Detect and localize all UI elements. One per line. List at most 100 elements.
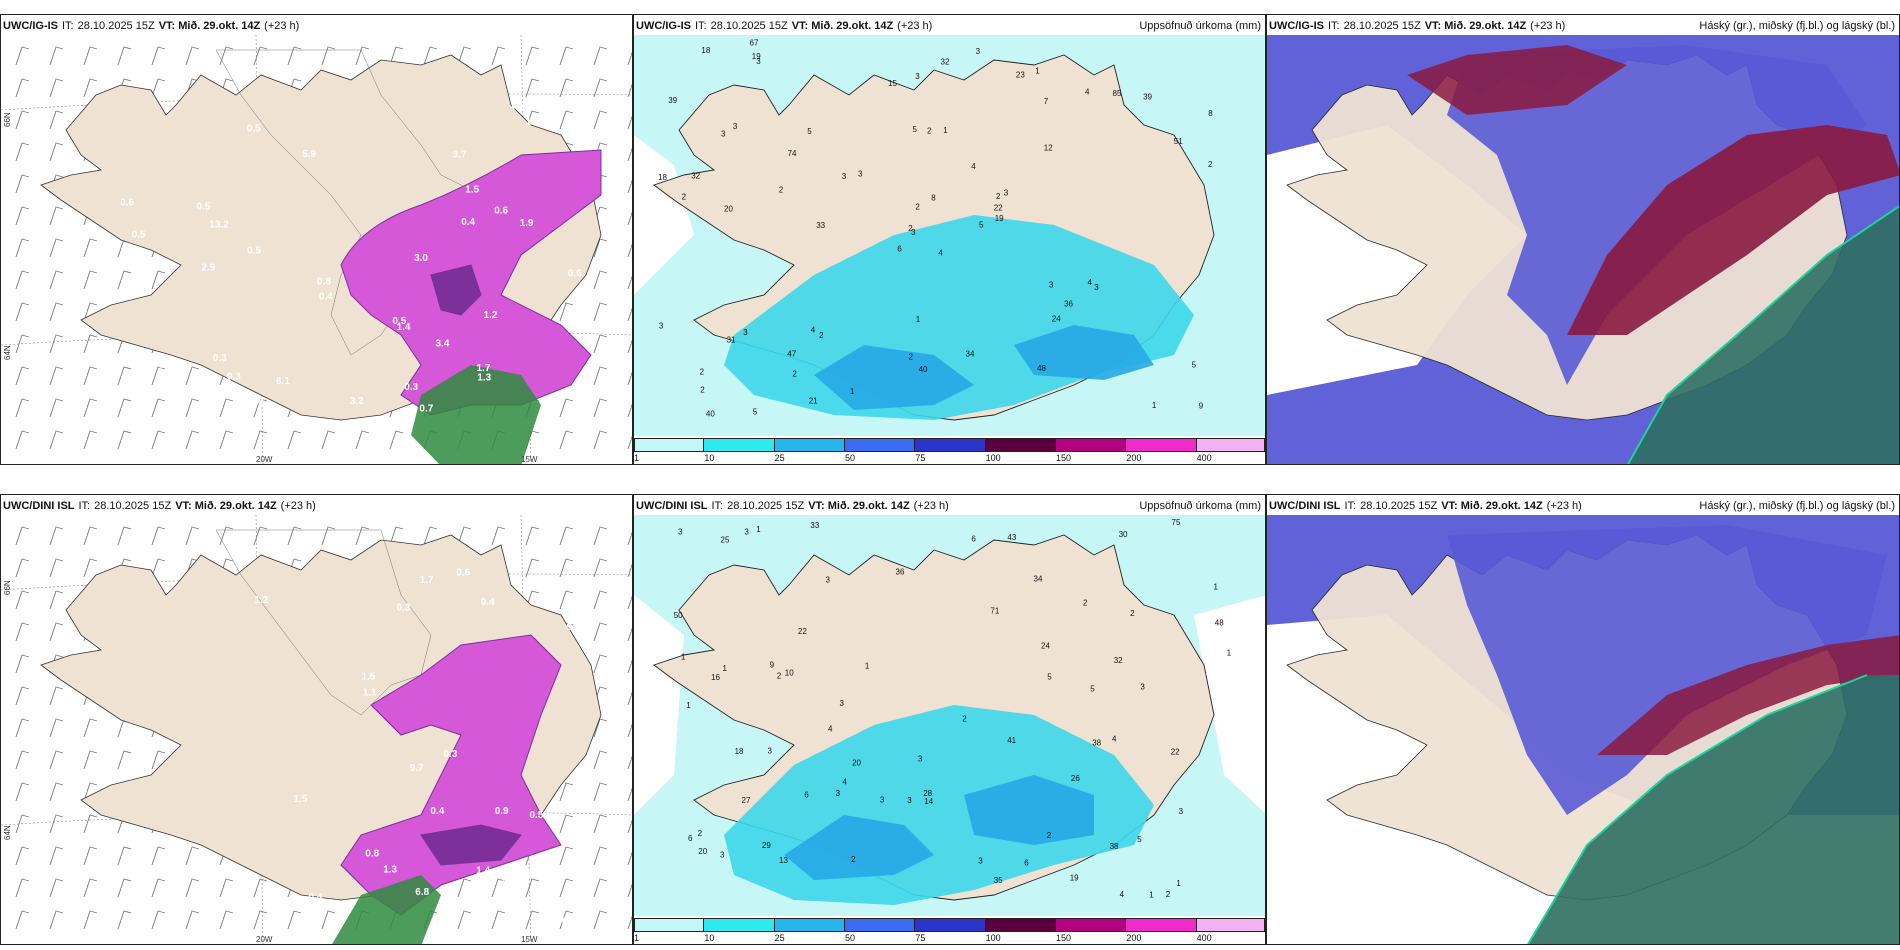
- wind-barb: [253, 910, 268, 930]
- wind-barb: [559, 878, 574, 898]
- wind-barb: [355, 46, 370, 66]
- wind-barb: [389, 526, 404, 546]
- value-label: 22: [1171, 747, 1180, 756]
- wind-barb: [151, 846, 166, 866]
- value-label: 3: [836, 789, 841, 798]
- wind-barb: [559, 558, 574, 578]
- wind-barb: [627, 531, 632, 546]
- value-label: 74: [788, 149, 797, 158]
- wind-barb: [83, 302, 98, 322]
- colorbar-swatch: [845, 918, 916, 932]
- wind-barb: [253, 878, 268, 898]
- value-label: 1: [686, 701, 691, 710]
- wind-barb: [559, 46, 574, 66]
- wind-barb: [151, 366, 166, 386]
- wind-barb: [49, 750, 64, 770]
- value-label: 36: [1064, 300, 1073, 309]
- value-label: 3: [743, 328, 748, 337]
- wind-barb: [15, 238, 30, 258]
- wind-barb: [253, 46, 268, 66]
- wind-barb: [49, 718, 64, 738]
- panel-title: Háský (gr.), miðský (fj.bl.) og lágský (…: [1699, 20, 1895, 32]
- wind-barb: [627, 243, 632, 258]
- wind-barb: [593, 238, 608, 258]
- wind-barb: [83, 270, 98, 290]
- value-label: 0.3: [444, 749, 458, 760]
- wind-barb: [491, 878, 506, 898]
- wind-barb: [457, 526, 472, 546]
- value-label: 9.4: [567, 622, 581, 633]
- it-value: 28.10.2025 15Z: [727, 500, 805, 512]
- panel-header: UWC/DINI ISL IT: 28.10.2025 15Z VT: Mið.…: [1269, 497, 1895, 515]
- value-label: 1: [1149, 890, 1154, 899]
- value-label: 43: [1007, 533, 1016, 542]
- wind-barb: [83, 78, 98, 98]
- value-label: 20: [724, 205, 733, 214]
- wind-barb: [627, 723, 632, 738]
- value-label: 3: [1179, 807, 1184, 816]
- value-label: 0.4: [430, 806, 444, 817]
- colorbar-tick: 50: [845, 933, 856, 943]
- value-label: 10: [785, 668, 794, 677]
- value-label: 48: [1215, 619, 1224, 628]
- wind-barb: [287, 46, 302, 66]
- wind-barb: [627, 819, 632, 834]
- wind-barb: [423, 526, 438, 546]
- wind-barb: [83, 814, 98, 834]
- model-name: UWC/DINI ISL: [636, 500, 708, 512]
- value-label: 3.4: [436, 338, 450, 349]
- wind-precip-map: 0.7 0.5 0.3 0.5 0.6 0.3 0.6 0.5 0.4 0.3 0.5 0.6 0.8 0…: [1, 35, 632, 464]
- wind-barb: [15, 430, 30, 450]
- wind-barb: [525, 78, 540, 98]
- value-label: 47: [787, 350, 796, 359]
- value-label: 0.4: [461, 217, 475, 228]
- value-label: 4: [1088, 278, 1093, 287]
- wind-barb: [83, 718, 98, 738]
- colorbar-swatch: [985, 918, 1056, 932]
- precip-values: 0.7 0.5 0.3 0.5 0.6 0.3 0.6 0.5 0.4 0.3 0.5 0.6 0.8 0…: [120, 99, 582, 414]
- wind-barb: [49, 238, 64, 258]
- value-label: 0.4: [309, 892, 323, 903]
- value-label: 32: [941, 58, 950, 67]
- lon-label-15: 15W: [521, 455, 538, 464]
- value-label: 3: [744, 528, 749, 537]
- wind-barb: [15, 750, 30, 770]
- wind-barb: [151, 878, 166, 898]
- wind-barb: [627, 371, 632, 386]
- panel-bottom-left-wind: UWC/DINI ISL IT: 28.10.2025 15Z VT: Mið.…: [0, 494, 633, 945]
- wind-barb: [627, 883, 632, 898]
- value-label: 5: [979, 221, 984, 230]
- wind-barb: [627, 595, 632, 610]
- value-label: 3.0: [414, 253, 428, 264]
- precip-blue: [784, 775, 1094, 880]
- model-name: UWC/IG-IS: [3, 20, 58, 32]
- value-label: 2: [908, 224, 913, 233]
- lead-time: (+23 h): [280, 500, 316, 512]
- value-label: 1: [1214, 583, 1219, 592]
- value-label: 0.3: [227, 371, 241, 382]
- value-label: 3: [976, 47, 981, 56]
- wind-barb: [49, 910, 64, 930]
- colorbar-swatch: [704, 438, 775, 452]
- value-label: 0.6: [556, 99, 570, 110]
- colorbar-swatch: [774, 438, 845, 452]
- wind-barb: [15, 878, 30, 898]
- value-label: 4: [843, 778, 848, 787]
- value-label: 0.5: [247, 123, 261, 134]
- wind-barb: [83, 430, 98, 450]
- colorbar-tick: 100: [985, 453, 1001, 463]
- value-label: 2: [700, 368, 705, 377]
- value-label: 24: [1041, 641, 1050, 650]
- vt-value: VT: Mið. 29.okt. 14Z: [175, 500, 277, 512]
- colorbar-tick: 10: [704, 453, 715, 463]
- value-label: 3: [978, 856, 983, 865]
- wind-barb: [83, 238, 98, 258]
- value-label: 1.5: [294, 794, 308, 805]
- panel-bottom-mid-precip: UWC/DINI ISL IT: 28.10.2025 15Z VT: Mið.…: [633, 494, 1266, 945]
- value-label: 39: [668, 96, 677, 105]
- panel-header: UWC/IG-IS IT: 28.10.2025 15Z VT: Mið. 29…: [3, 17, 628, 35]
- lon-label-15: 15W: [521, 935, 538, 944]
- wind-barb: [627, 851, 632, 866]
- wind-barb: [253, 430, 268, 450]
- panel-top-left-wind: UWC/IG-IS IT: 28.10.2025 15Z VT: Mið. 29…: [0, 14, 633, 465]
